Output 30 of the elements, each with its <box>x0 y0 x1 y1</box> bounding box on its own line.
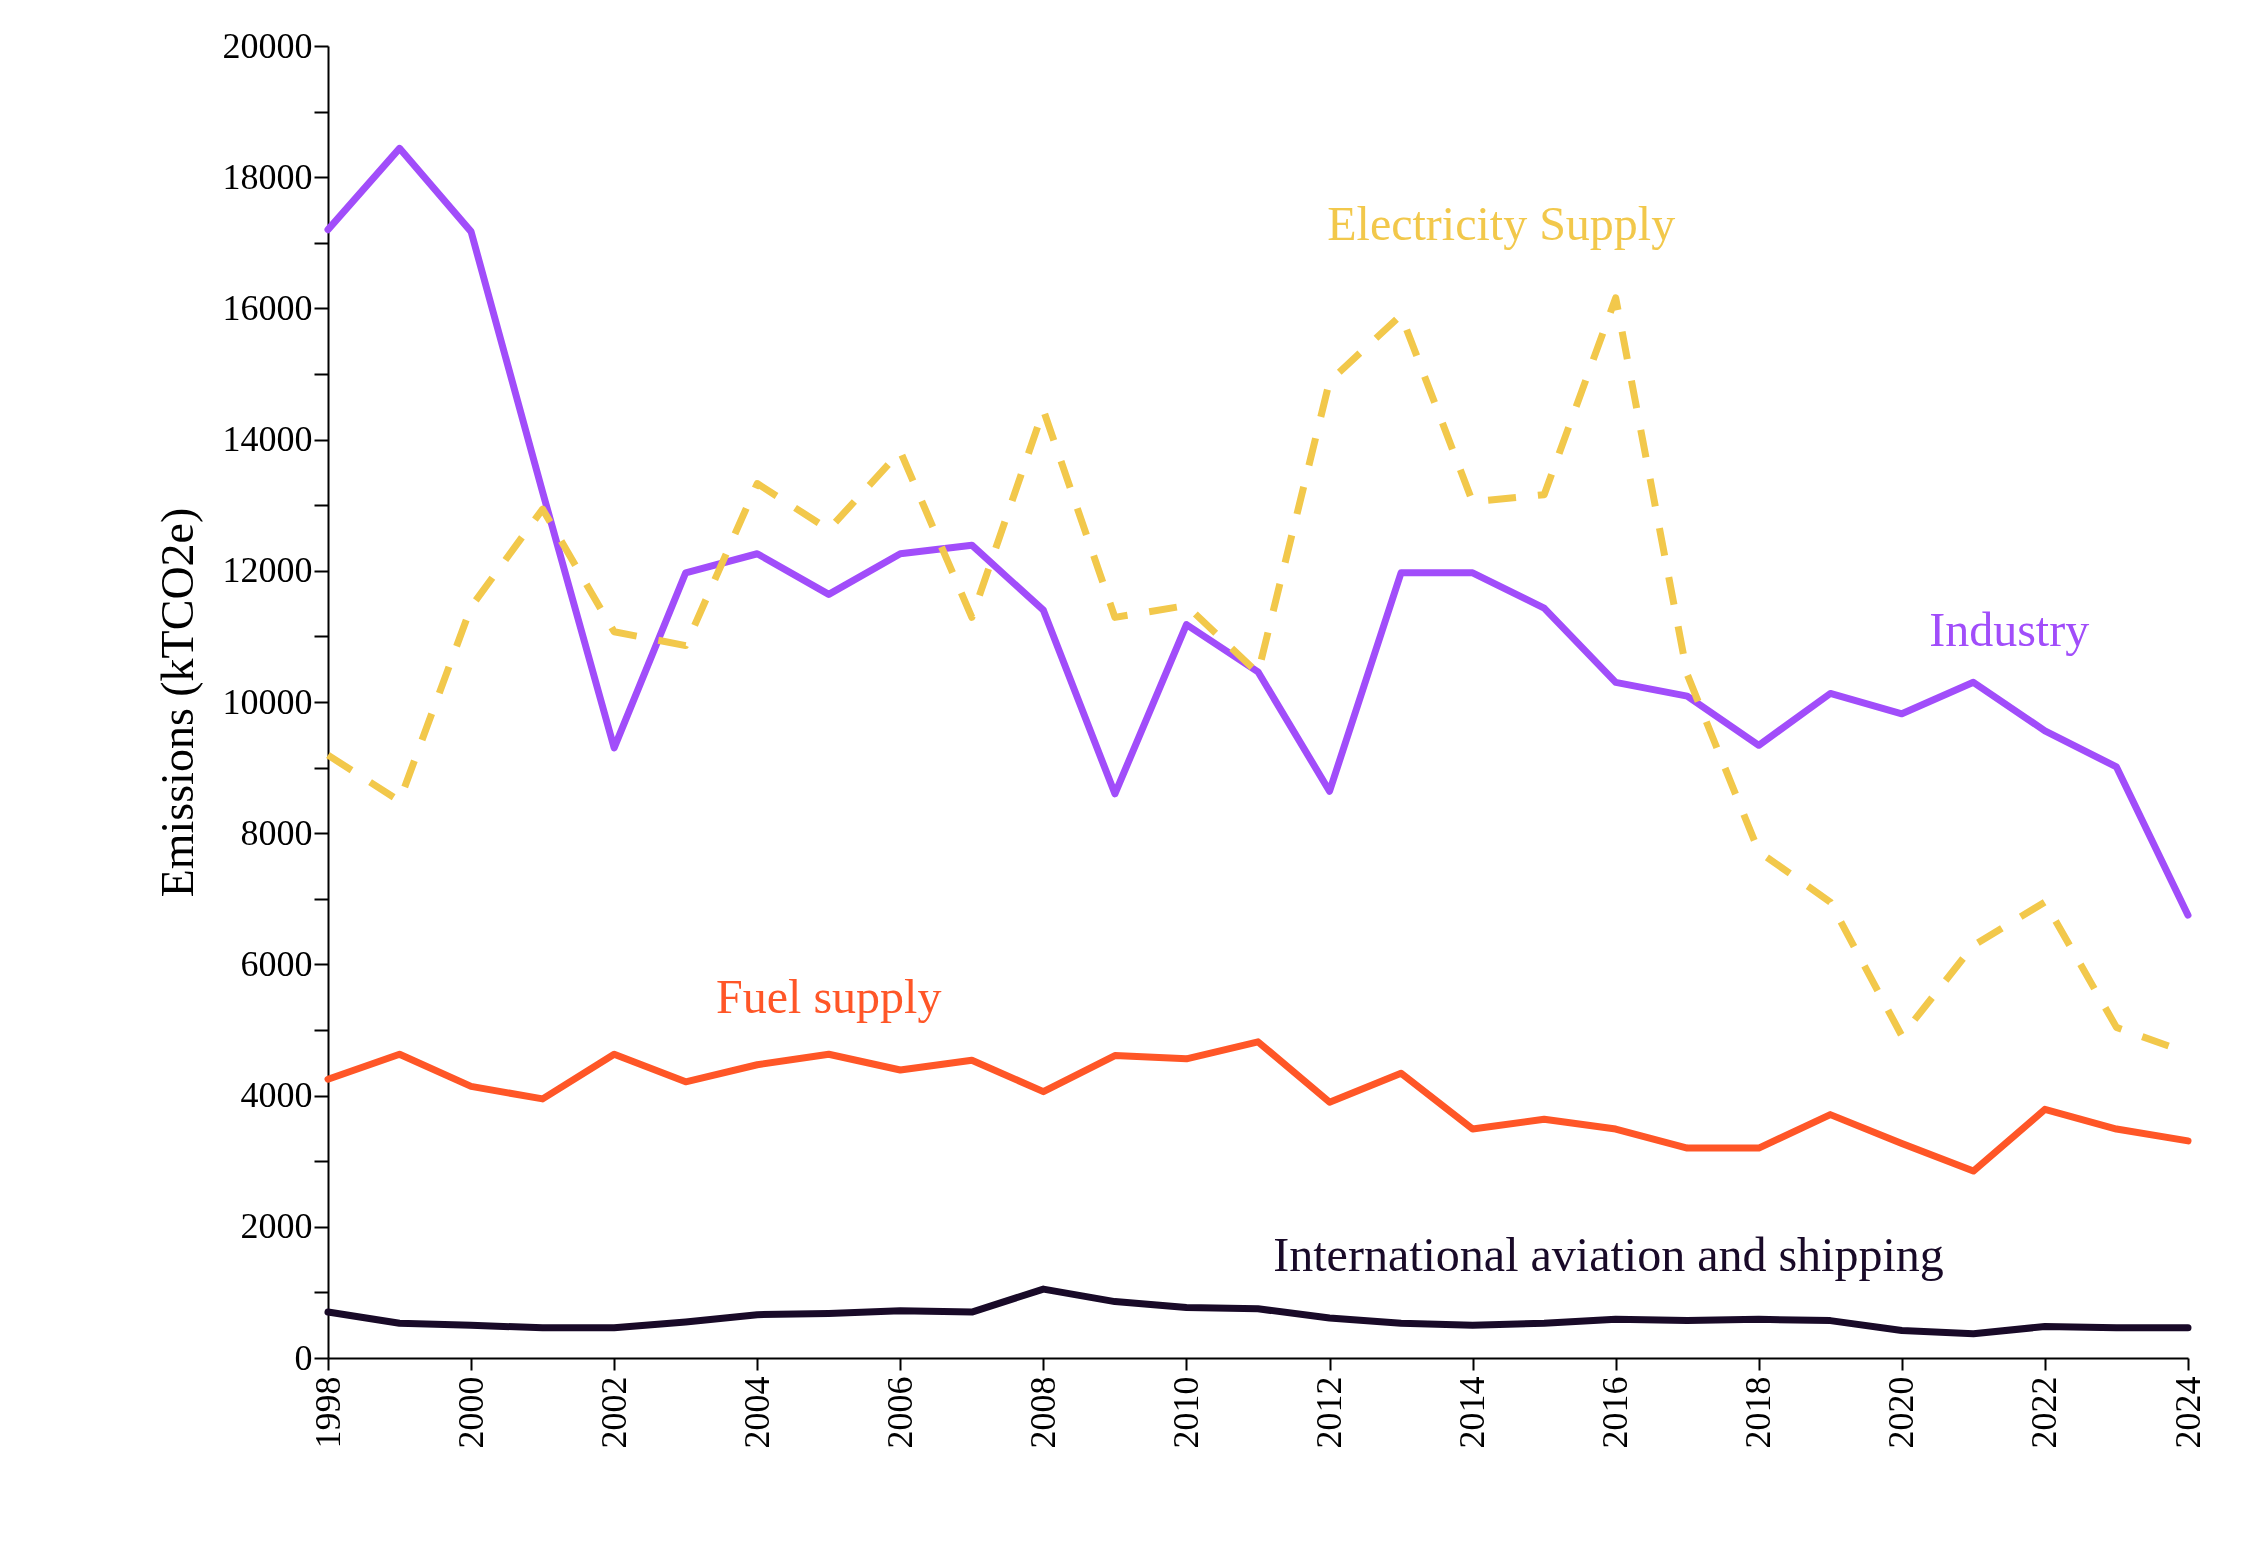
y-tick-label: 18000 <box>222 156 313 197</box>
x-tick-label: 2000 <box>450 1376 491 1449</box>
y-tick-label: 14000 <box>222 419 313 460</box>
x-tick-label: 2010 <box>1165 1376 1206 1449</box>
x-tick-label: 2014 <box>1452 1376 1493 1449</box>
x-tick-label: 2006 <box>879 1376 920 1449</box>
y-tick-label: 10000 <box>222 681 313 722</box>
y-tick-label: 8000 <box>240 812 313 853</box>
x-tick-label: 2012 <box>1309 1376 1350 1449</box>
y-tick-label: 12000 <box>222 550 313 591</box>
x-tick-label: 1998 <box>307 1376 348 1449</box>
x-tick-label: 2022 <box>2024 1376 2065 1449</box>
x-tick-label: 2016 <box>1595 1376 1636 1449</box>
x-tick-label: 2004 <box>736 1376 777 1449</box>
y-axis-title: Emissions (kTCO2e) <box>151 507 203 898</box>
y-tick-label: 20000 <box>222 25 313 66</box>
series-label: Electricity Supply <box>1327 196 1676 250</box>
x-tick-label: 2024 <box>2167 1376 2208 1449</box>
x-tick-label: 2018 <box>1738 1376 1779 1449</box>
x-tick-label: 2008 <box>1022 1376 1063 1449</box>
series-label: Fuel supply <box>716 969 942 1023</box>
x-tick-label: 2020 <box>1881 1376 1922 1449</box>
y-tick-label: 0 <box>294 1337 313 1378</box>
y-tick-label: 6000 <box>240 943 313 984</box>
y-tick-label: 4000 <box>240 1075 313 1116</box>
y-tick-label: 16000 <box>222 287 313 328</box>
series-label: International aviation and shipping <box>1273 1227 1944 1281</box>
series-label: Industry <box>1929 602 2090 656</box>
y-tick-label: 2000 <box>240 1206 313 1247</box>
x-tick-label: 2002 <box>593 1376 634 1449</box>
